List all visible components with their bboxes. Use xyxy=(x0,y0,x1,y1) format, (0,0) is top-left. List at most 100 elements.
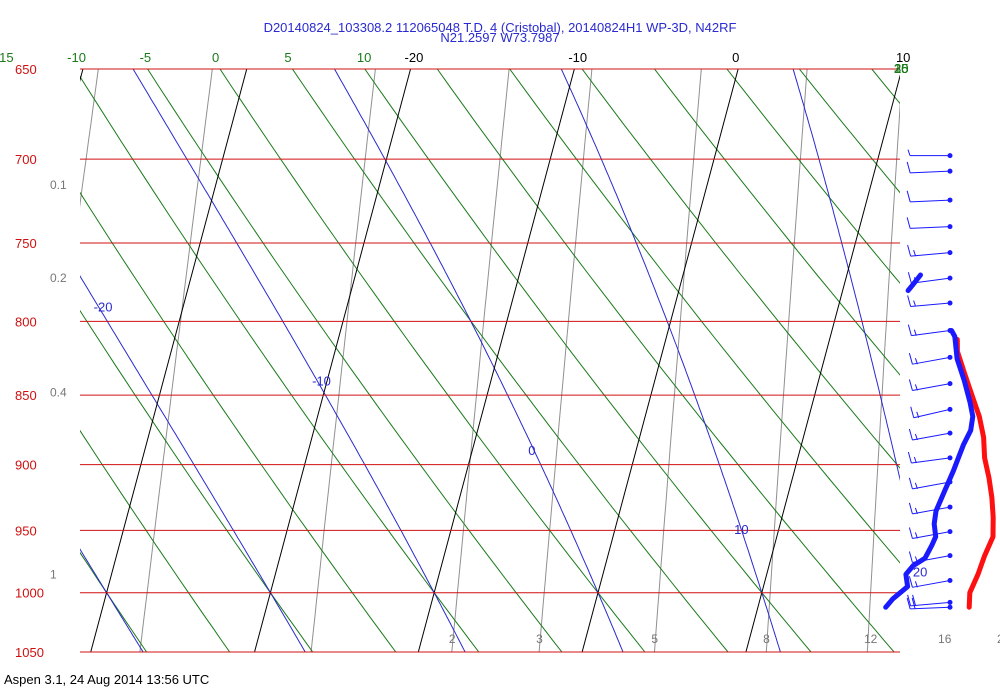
wind-barb-flag xyxy=(907,324,912,336)
dry-adiabat-line xyxy=(219,69,646,652)
wind-barb-shaft xyxy=(912,506,951,515)
wind-barb-station xyxy=(947,455,953,461)
isotherm-label: -10 xyxy=(568,50,587,65)
temperature-profile xyxy=(954,337,996,610)
dry-adiabat-line xyxy=(147,69,563,652)
dry-adiabat-line xyxy=(80,309,314,652)
wind-barb xyxy=(908,551,953,563)
wind-barb-flag xyxy=(907,149,911,156)
wind-barb xyxy=(908,477,953,490)
wind-barb-flag xyxy=(907,295,912,307)
mixing-ratio-label: 0.4 xyxy=(50,385,67,399)
moist-adiabat-label: -10 xyxy=(312,373,331,388)
wind-barb-shaft xyxy=(912,555,951,563)
dry-adiabat-line xyxy=(80,429,231,652)
isotherms xyxy=(80,69,900,652)
wind-barb-shaft xyxy=(912,481,951,490)
wind-barb-flag xyxy=(906,597,911,610)
wind-barb xyxy=(906,190,953,203)
moist-adiabat-label: -20 xyxy=(94,299,113,314)
wind-barb-flag xyxy=(908,527,913,539)
wind-barb-station xyxy=(947,479,953,485)
wind-barb-station xyxy=(947,197,953,203)
wind-barb-flag xyxy=(913,249,917,257)
moist-adiabat-line xyxy=(80,548,144,652)
dry-adiabat-line xyxy=(436,69,895,652)
pressure-label: 950 xyxy=(15,523,37,538)
wind-barb-shaft xyxy=(912,356,951,365)
wind-barb-flag xyxy=(913,456,917,464)
mixing-ratio-label: 0.2 xyxy=(50,271,67,285)
wind-barb-shaft xyxy=(912,383,951,391)
wind-barb-flag xyxy=(908,353,913,365)
wind-barbs xyxy=(906,149,953,610)
wind-barb xyxy=(907,244,953,257)
mixing-ratio-label: 0.1 xyxy=(50,178,67,192)
pressure-label: 900 xyxy=(15,458,37,473)
mixing-ratio-line xyxy=(80,69,99,208)
wind-barb-flag xyxy=(906,161,911,174)
wind-barb-flag xyxy=(914,532,918,539)
dry-adiabat-label: 10 xyxy=(357,50,371,65)
mixing-ratio-label: 16 xyxy=(938,632,952,646)
dry-adiabat-line xyxy=(80,551,148,652)
dry-adiabat-label: -15 xyxy=(0,50,14,65)
pressure-label: 800 xyxy=(15,314,37,329)
moist-adiabat-label: 10 xyxy=(734,522,748,537)
wind-barb-shaft xyxy=(912,579,951,588)
mixing-ratio-line xyxy=(765,69,808,652)
isotherm-label: -20 xyxy=(405,50,424,65)
dry-adiabat-line xyxy=(798,69,900,194)
wind-barb-station xyxy=(947,354,953,360)
dry-adiabat-line xyxy=(80,75,480,652)
wind-barb-flag xyxy=(911,597,916,610)
dry-adiabat-label: 0 xyxy=(212,50,219,65)
wind-barb xyxy=(907,594,953,607)
wind-barb-shaft xyxy=(910,606,951,610)
isotherm-line xyxy=(581,69,739,652)
wind-barb-flag xyxy=(913,300,917,307)
wind-barb-station xyxy=(947,529,953,535)
mixing-ratio-line xyxy=(310,69,376,652)
wind-barb xyxy=(907,149,953,159)
wind-barb-shaft xyxy=(910,252,951,257)
mixing-ratio-label: 3 xyxy=(536,632,543,646)
wind-barb xyxy=(906,161,953,174)
wind-barb xyxy=(908,502,953,515)
wind-barb-flag xyxy=(910,406,915,418)
wind-barb-shaft xyxy=(910,601,951,607)
wind-barb-flag xyxy=(914,384,918,391)
wind-barb-shaft xyxy=(912,531,951,539)
wind-barb-flag xyxy=(907,244,912,257)
dry-adiabat-line xyxy=(653,69,900,376)
wind-barb-station xyxy=(947,250,953,256)
dry-adiabat-label: -10 xyxy=(67,50,86,65)
wind-barb-flag xyxy=(908,576,913,588)
pressure-label: 1050 xyxy=(15,645,44,660)
dry-adiabat-label: 15 xyxy=(894,61,908,76)
wind-barb-station xyxy=(947,300,953,306)
isotherm-line xyxy=(745,74,900,652)
axis-labels: 65070075080085090095010001050-20-1001020… xyxy=(0,50,1000,660)
isotherm-line xyxy=(90,69,248,652)
wind-barb xyxy=(907,451,953,464)
isotherm-line xyxy=(254,69,412,652)
wind-barb-station xyxy=(947,406,953,412)
isotherm-label: 0 xyxy=(732,50,739,65)
dry-adiabat-line xyxy=(581,69,900,469)
wind-barb-shaft xyxy=(913,408,951,419)
wind-barb-flag xyxy=(914,433,918,441)
moist-adiabat-line xyxy=(560,69,781,652)
wind-barb xyxy=(908,428,953,441)
dry-adiabat-label: 30 xyxy=(894,61,908,76)
wind-barb xyxy=(907,272,953,284)
wind-barb-flag xyxy=(908,428,913,441)
wind-barb-shaft xyxy=(912,432,951,441)
pressure-label: 750 xyxy=(15,236,37,251)
dry-adiabat-label: -5 xyxy=(140,50,152,65)
wind-barb-station xyxy=(947,504,953,510)
mixing-ratio-line xyxy=(538,69,593,652)
wind-barb-flag xyxy=(913,329,917,336)
wind-barb xyxy=(907,324,953,337)
wind-barb xyxy=(906,217,953,230)
